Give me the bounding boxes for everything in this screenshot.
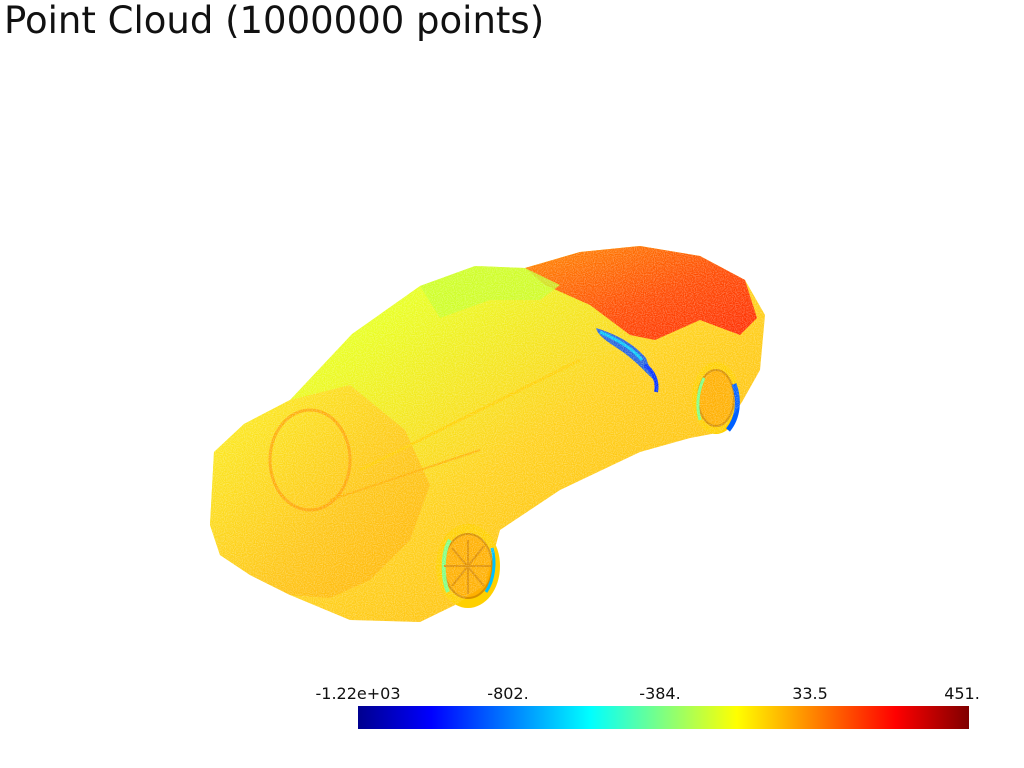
colorbar-label-4: 33.5: [792, 684, 828, 703]
colorbar-label-max: 451.: [944, 684, 980, 703]
plot-title: Point Cloud (1000000 points): [4, 0, 545, 42]
colorbar: [358, 706, 969, 729]
colorbar-label-2: -802.: [487, 684, 529, 703]
colorbar-label-3: -384.: [639, 684, 681, 703]
colorbar-labels: -1.22e+03 -802. -384. 33.5 451.: [300, 684, 1000, 706]
colorbar-label-min: -1.22e+03: [315, 684, 401, 703]
